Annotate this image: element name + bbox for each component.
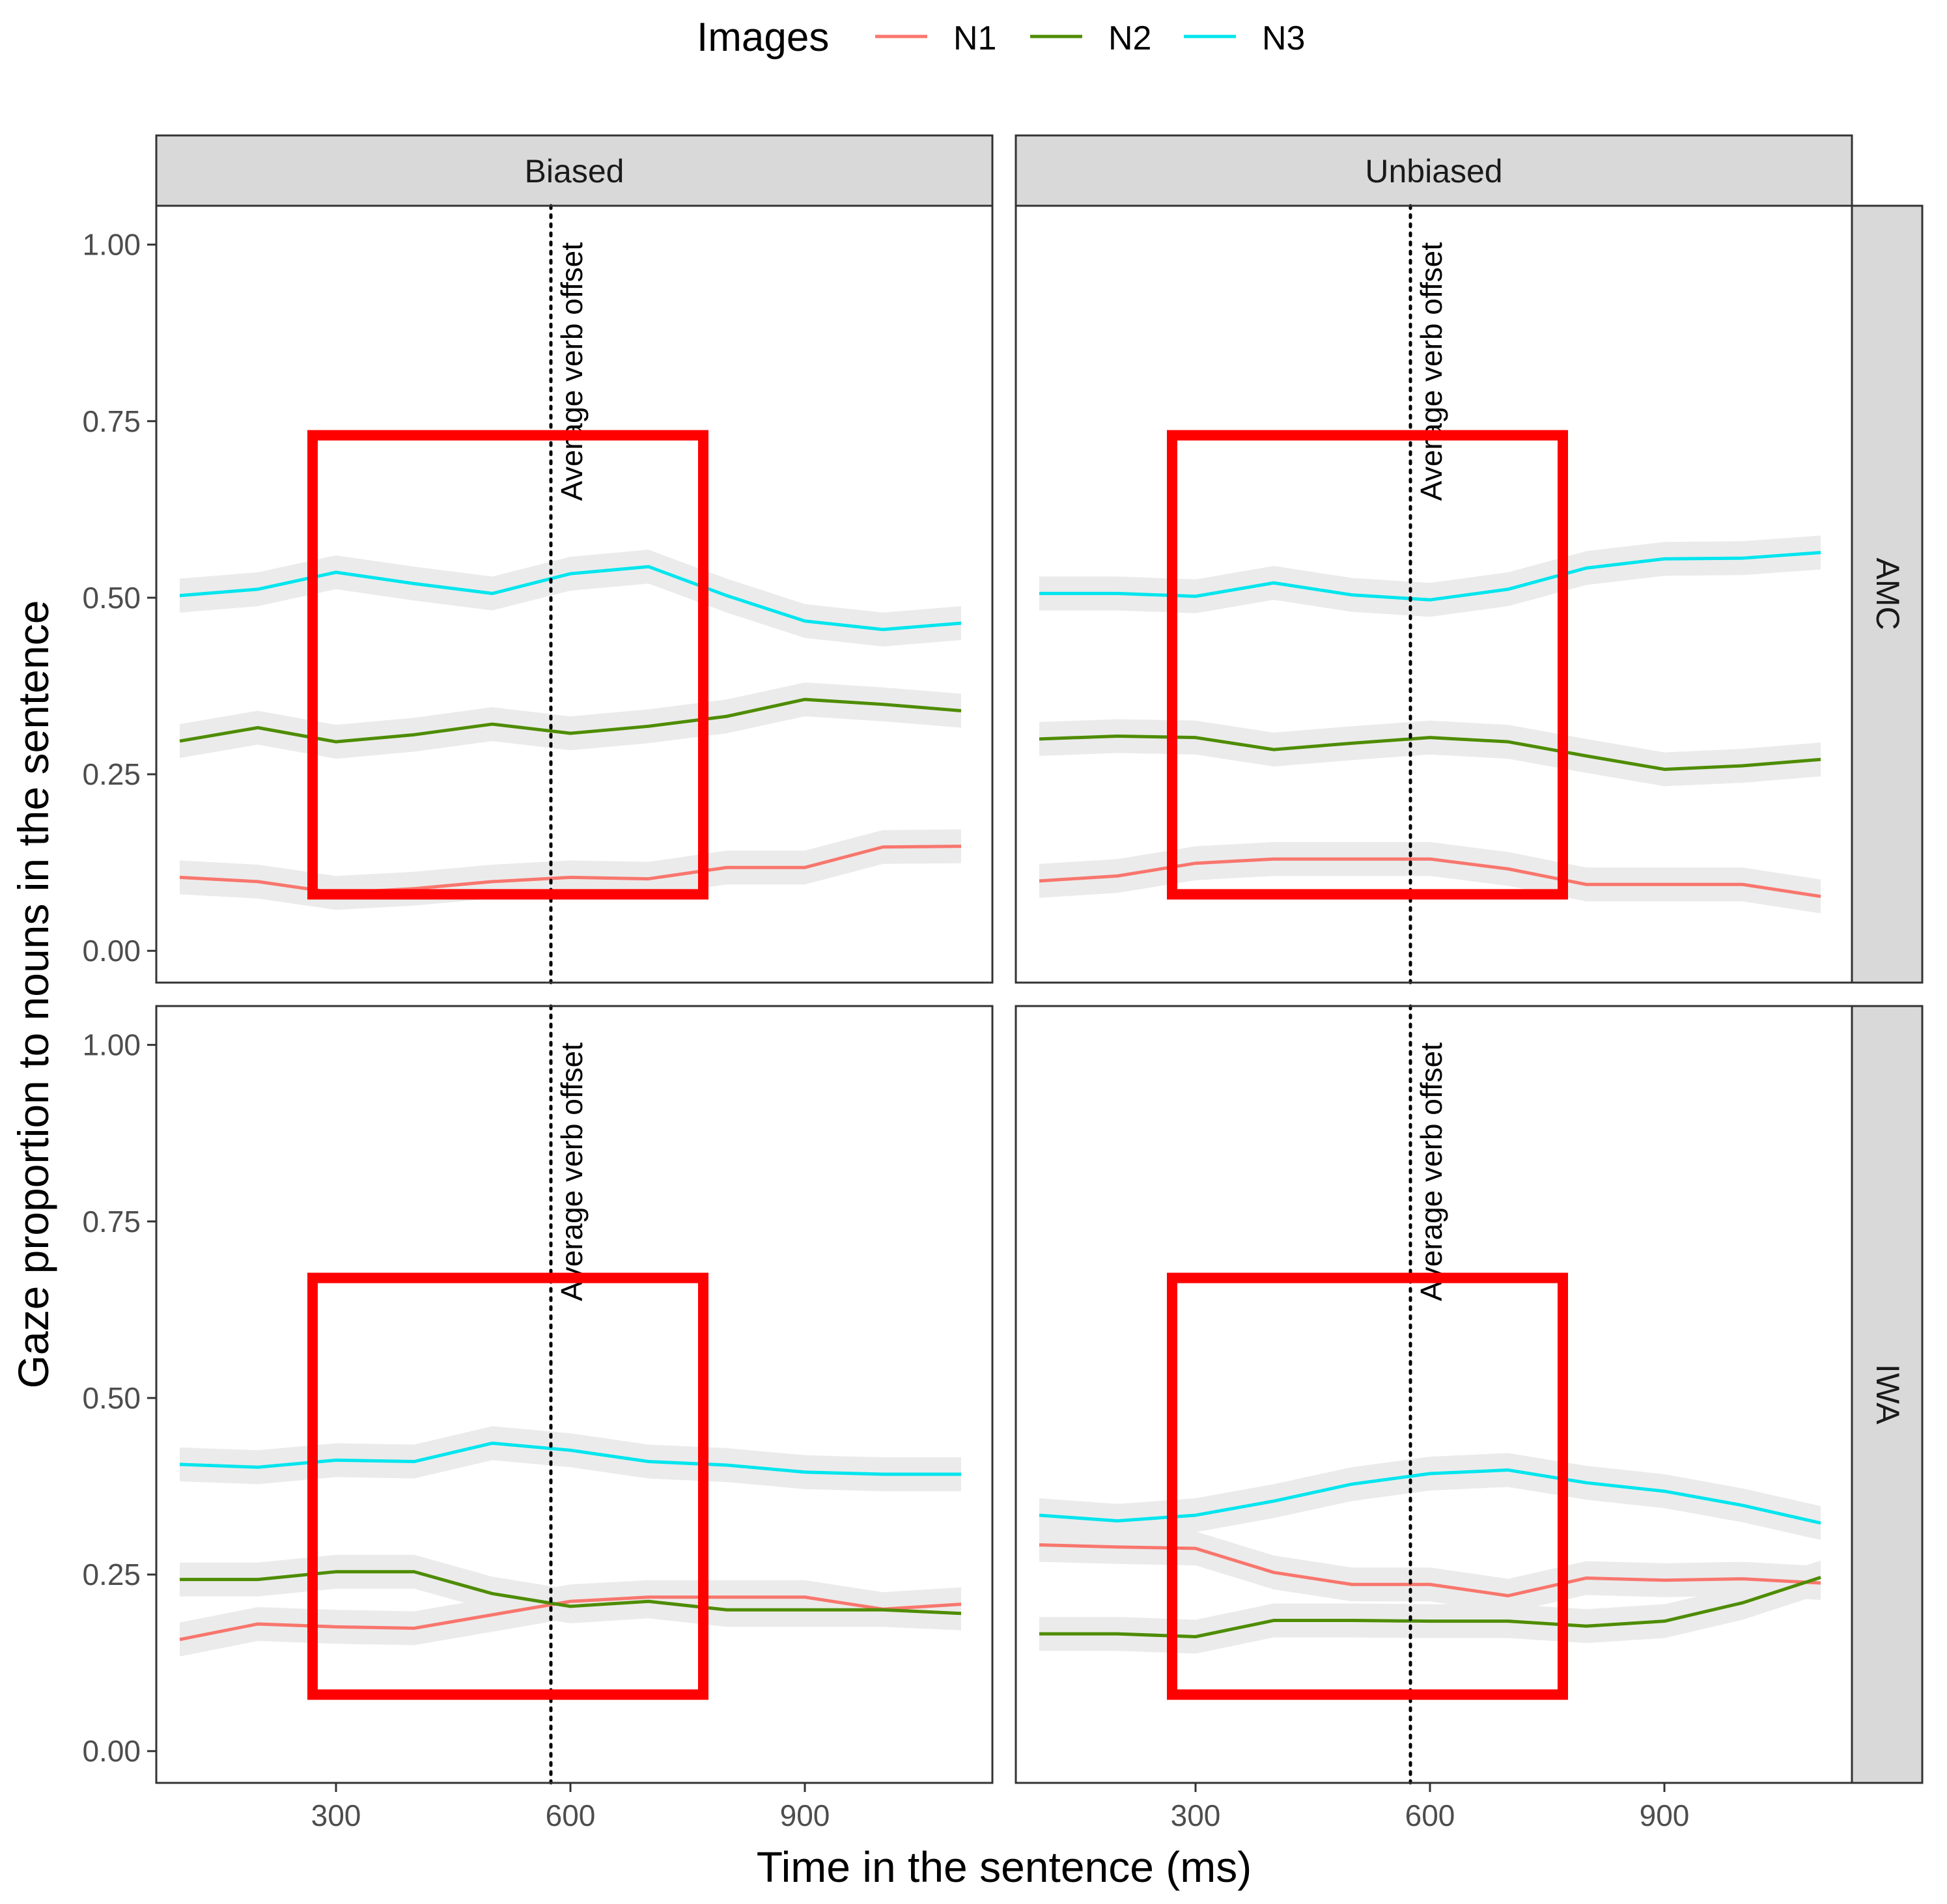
y-axis-title: Gaze proportion to nouns in the sentence	[9, 600, 57, 1389]
strip-biased-background	[155, 134, 994, 207]
x-axis-title: Time in the sentence (ms)	[757, 1843, 1252, 1891]
y-tick-label-amc: 0.25	[82, 757, 141, 791]
reference-line-label: Average verb offset	[1414, 242, 1448, 501]
strip-iwa: IWA	[1851, 1005, 1924, 1784]
strip-iwa-background	[1851, 1005, 1924, 1784]
x-tick-label-biased: 600	[546, 1799, 596, 1832]
highlight-box	[307, 430, 708, 900]
x-tick-label-biased: 300	[311, 1799, 361, 1832]
strip-iwa-label: IWA	[1870, 1364, 1906, 1425]
highlight-box	[1167, 430, 1568, 900]
panel-biased-iwa: Average verb offset	[155, 1004, 994, 1785]
strip-biased-label: Biased	[525, 153, 624, 189]
x-tick-label-unbiased: 900	[1640, 1799, 1690, 1832]
panel-border	[155, 204, 994, 984]
panel-border	[155, 1005, 994, 1784]
panel-border	[1015, 1005, 1853, 1784]
y-tick-label-iwa: 0.00	[82, 1734, 141, 1768]
ribbon-n2	[1039, 719, 1821, 787]
strip-amc: AMC	[1851, 204, 1924, 984]
y-tick-label-iwa: 1.00	[82, 1028, 141, 1062]
legend-title: Images	[697, 15, 829, 60]
reference-line-label: Average verb offset	[555, 1043, 589, 1301]
ribbon-n1	[1039, 1528, 1821, 1613]
y-tick-label-amc: 0.00	[82, 934, 141, 968]
x-tick-label-unbiased: 600	[1405, 1799, 1455, 1832]
axes: 0.00 0.25 0.50 0.75 1.00 0.00 0.25 0.50 0.75 1.00…	[82, 228, 1689, 1832]
ribbon-n3	[180, 1426, 961, 1492]
reference-line-label: Average verb offset	[555, 242, 589, 501]
y-tick-label-iwa: 0.50	[82, 1381, 141, 1415]
legend: Images N1 N2 N3	[697, 15, 1305, 60]
legend-label-n3: N3	[1262, 20, 1305, 57]
legend-label-n2: N2	[1108, 20, 1151, 57]
panel-border	[1015, 204, 1853, 984]
panel-biased-amc: Average verb offset	[155, 204, 994, 985]
y-tick-label-iwa: 0.25	[82, 1558, 141, 1591]
strip-unbiased-background	[1015, 134, 1853, 207]
panel-background	[156, 1006, 992, 1783]
strip-amc-label: AMC	[1870, 557, 1906, 630]
panel-unbiased-iwa: Average verb offset	[1015, 1004, 1853, 1785]
y-tick-label-amc: 1.00	[82, 228, 141, 262]
strip-unbiased-label: Unbiased	[1365, 153, 1502, 189]
strip-unbiased: Unbiased	[1015, 134, 1853, 207]
strip-amc-background	[1851, 204, 1924, 984]
strip-biased: Biased	[155, 134, 994, 207]
x-tick-label-biased: 900	[780, 1799, 830, 1832]
ribbon-n3	[1039, 535, 1821, 617]
legend-label-n1: N1	[953, 20, 996, 57]
highlight-box	[1167, 1272, 1568, 1700]
panel-unbiased-amc: Average verb offset	[1015, 204, 1853, 985]
y-tick-label-amc: 0.75	[82, 404, 141, 438]
y-tick-label-amc: 0.50	[82, 581, 141, 615]
panels: Average verb offset Average verb offset Av…	[155, 204, 1853, 1785]
reference-line-label: Average verb offset	[1414, 1043, 1448, 1301]
panel-background	[1016, 1006, 1852, 1783]
ribbon-n2	[1039, 1560, 1821, 1654]
y-tick-label-iwa: 0.75	[82, 1205, 141, 1239]
ribbon-n3	[1039, 1453, 1821, 1540]
ribbon-n3	[180, 550, 961, 647]
highlight-box	[307, 1272, 708, 1700]
x-tick-label-unbiased: 300	[1171, 1799, 1221, 1832]
